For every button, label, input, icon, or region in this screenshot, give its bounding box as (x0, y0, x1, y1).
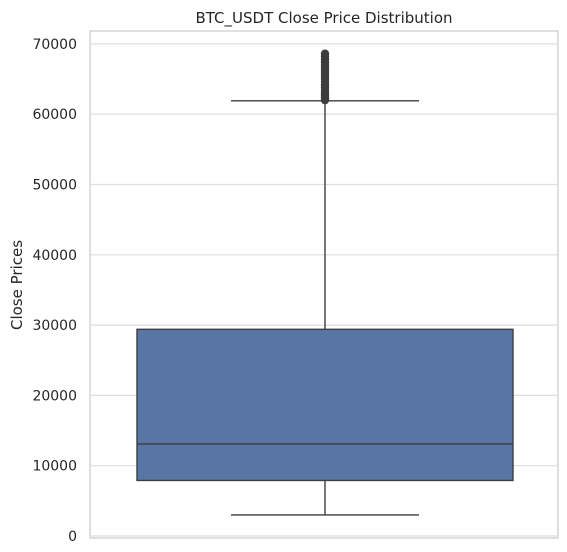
outlier-point (320, 49, 330, 58)
y-tick-label: 10000 (32, 459, 77, 475)
interquartile-box (136, 328, 514, 482)
y-tick-label: 60000 (32, 107, 77, 123)
y-tick-label: 50000 (32, 178, 77, 194)
y-tick-label: 20000 (32, 388, 77, 404)
box-elements (136, 49, 514, 516)
y-tick-label: 0 (68, 529, 77, 545)
y-axis-label: Close Prices (8, 240, 26, 330)
y-tick-labels: 0 10000 20000 30000 40000 50000 60000 70000 (32, 37, 77, 545)
y-tick-label: 40000 (32, 248, 77, 264)
chart-title: BTC_USDT Close Price Distribution (195, 9, 452, 28)
y-tick-label: 70000 (32, 37, 77, 53)
y-tick-label: 30000 (32, 318, 77, 334)
